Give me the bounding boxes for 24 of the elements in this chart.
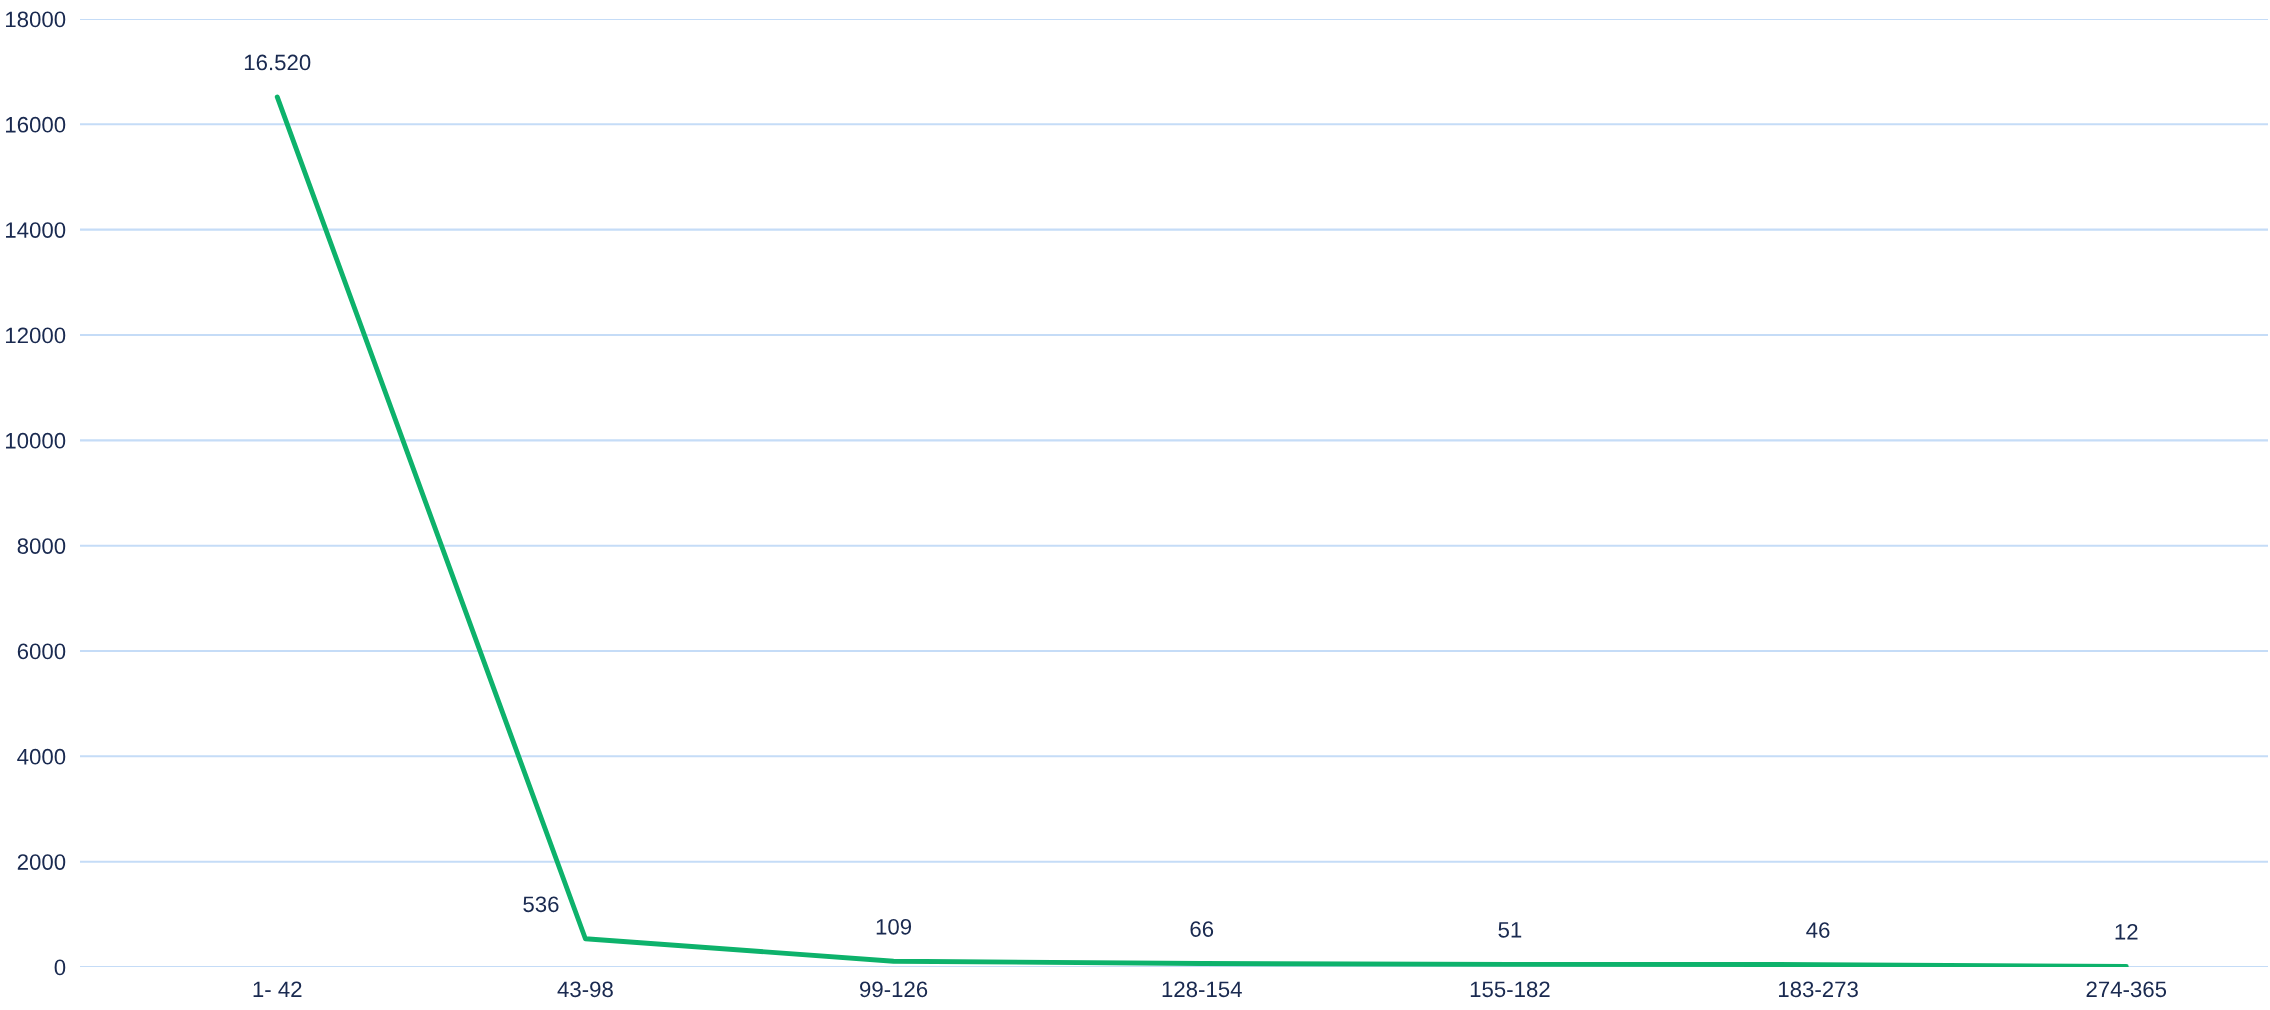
x-tick-label: 43-98 bbox=[557, 981, 613, 998]
y-tick-label: 12000 bbox=[6, 327, 66, 344]
y-tick-label: 6000 bbox=[17, 643, 66, 660]
x-tick-label: 1- 42 bbox=[253, 981, 302, 997]
y-tick-label: 14000 bbox=[6, 222, 66, 238]
y-tick-label: 18000 bbox=[6, 11, 66, 28]
data-label: 66 bbox=[1190, 921, 1214, 937]
data-label: 51 bbox=[1498, 922, 1522, 938]
x-tick-label: 183-273 bbox=[1779, 981, 1858, 998]
data-label: 46 bbox=[1806, 922, 1830, 938]
data-label: 109 bbox=[876, 918, 912, 935]
data-label: 536 bbox=[523, 896, 559, 913]
x-tick-label: 99-126 bbox=[860, 981, 928, 998]
y-tick-label: 8000 bbox=[17, 538, 66, 554]
data-label: 12 bbox=[2115, 924, 2138, 940]
x-tick-label: 274-365 bbox=[2086, 981, 2167, 998]
y-tick-label: 10000 bbox=[6, 432, 66, 449]
x-tick-label: 155-182 bbox=[1470, 981, 1550, 998]
y-tick-label: 4000 bbox=[17, 748, 66, 765]
y-tick-label: 0 bbox=[54, 959, 66, 976]
data-label: 16.520 bbox=[244, 54, 311, 71]
y-tick-label: 2000 bbox=[17, 854, 66, 870]
y-tick-label: 16000 bbox=[6, 116, 66, 133]
x-tick-label: 128-154 bbox=[1162, 981, 1242, 998]
